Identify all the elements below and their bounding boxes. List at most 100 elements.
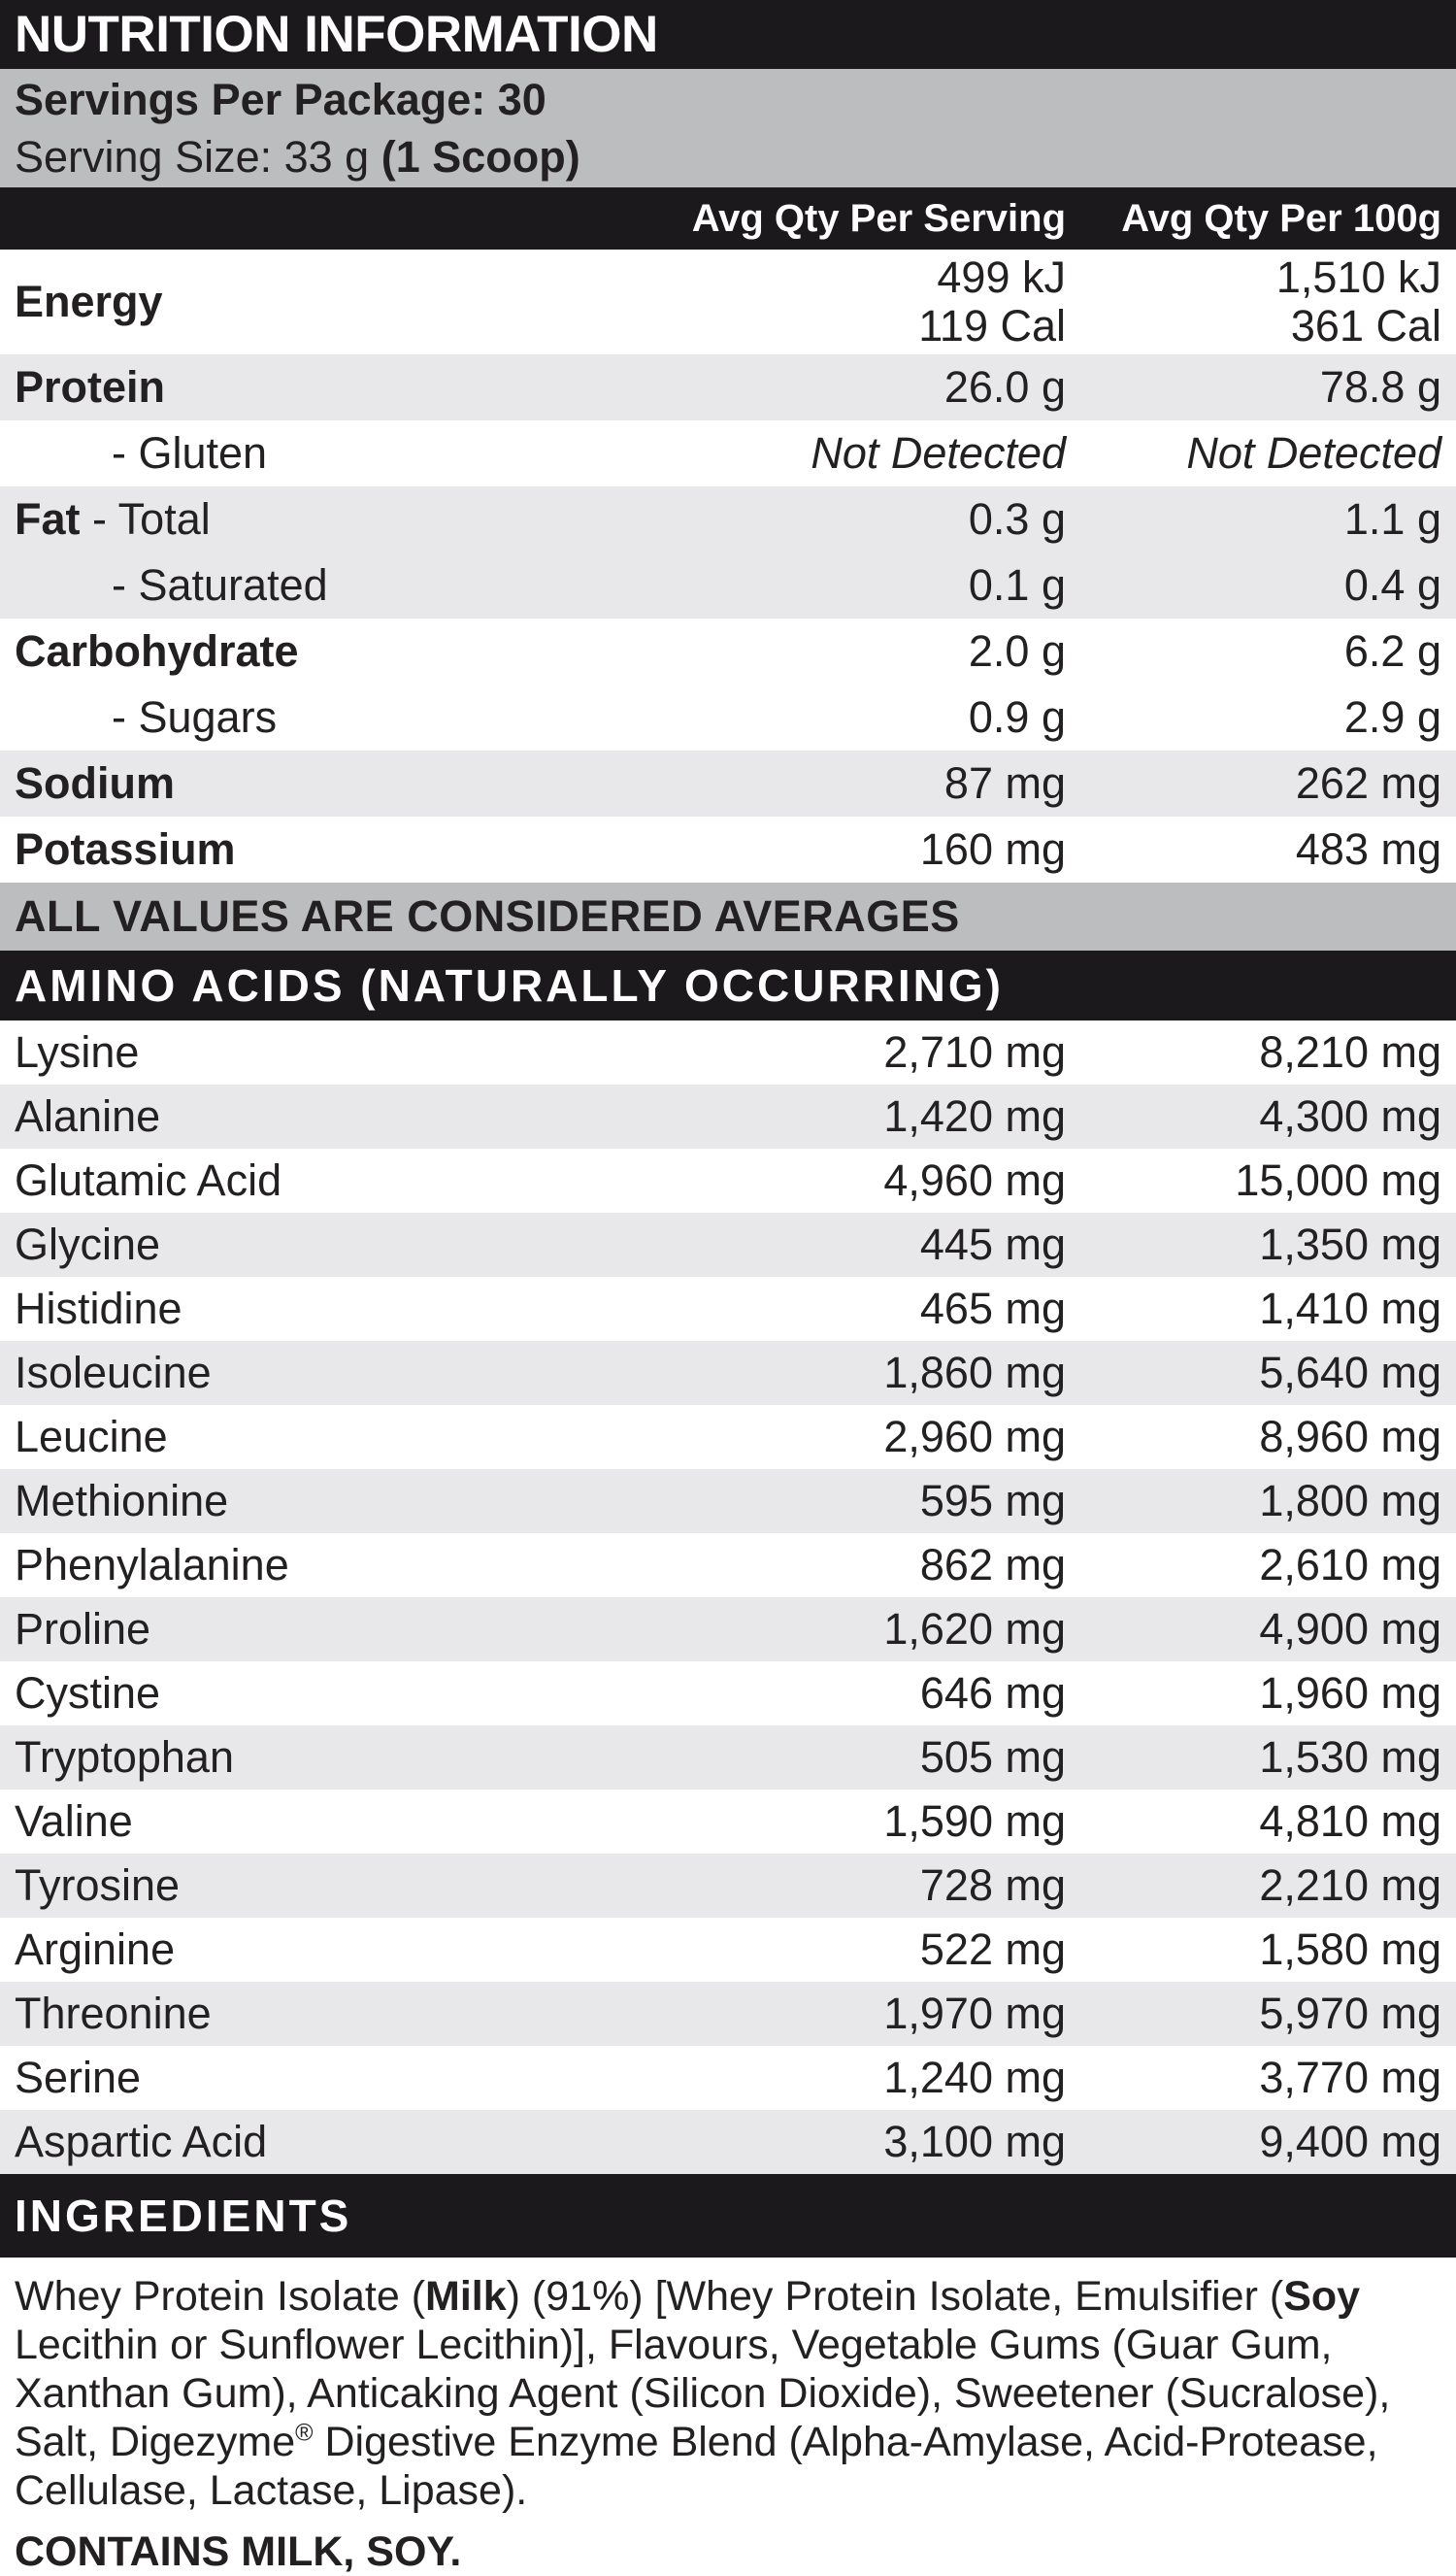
per-100g-value: 78.8 g	[1319, 361, 1441, 412]
nutrient-label: - Saturated	[112, 560, 328, 610]
per-100g-value: 5,970 mg	[1259, 1988, 1441, 2038]
nutrient-label: Potassium	[15, 824, 236, 874]
per-100g-value: 8,210 mg	[1259, 1026, 1441, 1077]
per-serving-value: 595 mg	[919, 1475, 1066, 1525]
amino-acid-row: Serine 1,240 mg 3,770 mg	[0, 2046, 1456, 2110]
per-100g-value: 5,640 mg	[1259, 1347, 1441, 1397]
amino-acid-name: Glycine	[15, 1220, 161, 1269]
per-serving-value: 522 mg	[919, 1924, 1066, 1974]
per-100g-value: 1,530 mg	[1259, 1731, 1441, 1782]
amino-acid-row: Cystine 646 mg 1,960 mg	[0, 1661, 1456, 1725]
per-serving-value: 3,100 mg	[883, 2116, 1066, 2166]
amino-acid-row: Lysine 2,710 mg 8,210 mg	[0, 1020, 1456, 1085]
serving-size: Serving Size: 33 g (1 Scoop)	[15, 128, 1441, 185]
nutrient-label: - Sugars	[112, 692, 278, 742]
nutrient-label: Sodium	[15, 758, 175, 808]
amino-acid-name: Threonine	[15, 1989, 212, 2038]
per-serving-value: Not Detected	[811, 427, 1066, 478]
amino-acid-row: Tyrosine 728 mg 2,210 mg	[0, 1854, 1456, 1918]
per-serving-value: 1,860 mg	[883, 1347, 1066, 1397]
amino-acid-name: Aspartic Acid	[15, 2117, 268, 2166]
averages-note-bar: ALL VALUES ARE CONSIDERED AVERAGES	[0, 883, 1456, 951]
amino-acid-row: Isoleucine 1,860 mg 5,640 mg	[0, 1341, 1456, 1405]
nutrition-row: Energy 499 kJ 119 Cal 1,510 kJ 361 Cal	[0, 250, 1456, 354]
nutrition-row: - Gluten Not Detected Not Detected	[0, 420, 1456, 486]
amino-acid-name: Arginine	[15, 1924, 176, 1974]
per-serving-value: 2,710 mg	[883, 1026, 1066, 1077]
per-100g-value: 1,510 kJ 361 Cal	[1275, 251, 1441, 351]
per-serving-value: 465 mg	[919, 1283, 1066, 1333]
per-serving-value: 2,960 mg	[883, 1411, 1066, 1461]
amino-acid-row: Glutamic Acid 4,960 mg 15,000 mg	[0, 1149, 1456, 1213]
per-serving-value: 0.1 g	[968, 559, 1066, 610]
nutrient-label: Carbohydrate	[15, 626, 299, 676]
amino-acid-name: Isoleucine	[15, 1348, 212, 1397]
panel-title-bar: NUTRITION INFORMATION	[0, 0, 1456, 69]
amino-acids-header-bar: AMINO ACIDS (NATURALLY OCCURRING)	[0, 951, 1456, 1020]
amino-acid-name: Tryptophan	[15, 1732, 234, 1782]
nutrition-row: Potassium 160 mg 483 mg	[0, 817, 1456, 883]
per-serving-value: 0.9 g	[968, 691, 1066, 742]
servings-info-bar: Servings Per Package: 30 Serving Size: 3…	[0, 69, 1456, 187]
nutrition-row: Protein 26.0 g 78.8 g	[0, 354, 1456, 420]
nutrition-row: Carbohydrate 2.0 g 6.2 g	[0, 619, 1456, 685]
serving-size-scoop: (1 Scoop)	[381, 132, 580, 182]
servings-per-package: Servings Per Package: 30	[15, 74, 546, 124]
per-serving-value: 445 mg	[919, 1219, 1066, 1269]
per-100g-value: 2.9 g	[1343, 691, 1441, 742]
per-100g-value: 1,960 mg	[1259, 1667, 1441, 1718]
nutrition-table: Energy 499 kJ 119 Cal 1,510 kJ 361 Cal Protei…	[0, 250, 1456, 883]
per-100g-value: 8,960 mg	[1259, 1411, 1441, 1461]
per-serving-value: 862 mg	[919, 1539, 1066, 1589]
per-100g-value: 262 mg	[1295, 757, 1441, 808]
amino-acid-name: Tyrosine	[15, 1860, 181, 1910]
amino-acid-name: Lysine	[15, 1027, 140, 1077]
per-100g-value: 483 mg	[1295, 823, 1441, 874]
panel-title: NUTRITION INFORMATION	[15, 6, 658, 63]
column-header-per-serving: Avg Qty Per Serving	[691, 196, 1066, 240]
amino-acids-table: Lysine 2,710 mg 8,210 mg Alanine 1,420 mg 4,3…	[0, 1020, 1456, 2174]
amino-acid-name: Leucine	[15, 1412, 168, 1461]
averages-note: ALL VALUES ARE CONSIDERED AVERAGES	[15, 891, 960, 941]
column-header-bar: Avg Qty Per Serving Avg Qty Per 100g	[0, 187, 1456, 250]
nutrient-label: - Gluten	[112, 428, 268, 478]
amino-acid-row: Methionine 595 mg 1,800 mg	[0, 1469, 1456, 1533]
nutrient-label: Protein	[15, 362, 166, 412]
ingredients-header: INGREDIENTS	[15, 2191, 352, 2241]
serving-size-text: Serving Size: 33 g	[15, 132, 381, 182]
amino-acid-row: Valine 1,590 mg 4,810 mg	[0, 1790, 1456, 1854]
amino-acid-row: Proline 1,620 mg 4,900 mg	[0, 1597, 1456, 1661]
per-serving-value: 728 mg	[919, 1859, 1066, 1910]
nutrition-row: Sodium 87 mg 262 mg	[0, 751, 1456, 817]
per-100g-value: 1,350 mg	[1259, 1219, 1441, 1269]
amino-acid-row: Aspartic Acid 3,100 mg 9,400 mg	[0, 2110, 1456, 2174]
per-serving-value: 1,620 mg	[883, 1603, 1066, 1654]
amino-acid-name: Serine	[15, 2053, 142, 2102]
per-100g-value: 2,610 mg	[1259, 1539, 1441, 1589]
per-serving-value: 1,420 mg	[883, 1090, 1066, 1141]
per-100g-value: 3,770 mg	[1259, 2052, 1441, 2102]
per-serving-value: 26.0 g	[943, 361, 1066, 412]
per-serving-value: 499 kJ 119 Cal	[918, 251, 1066, 351]
per-100g-value: 6.2 g	[1343, 625, 1441, 676]
amino-acid-name: Alanine	[15, 1091, 161, 1141]
per-serving-value: 0.3 g	[968, 493, 1066, 544]
nutrition-row: - Sugars 0.9 g 2.9 g	[0, 685, 1456, 751]
amino-acid-row: Leucine 2,960 mg 8,960 mg	[0, 1405, 1456, 1469]
per-100g-value: 1,410 mg	[1259, 1283, 1441, 1333]
amino-acid-name: Histidine	[15, 1284, 182, 1333]
allergen-statement: CONTAINS MILK, SOY.	[15, 2528, 462, 2576]
per-100g-value: 1,580 mg	[1259, 1924, 1441, 1974]
amino-acid-row: Arginine 522 mg 1,580 mg	[0, 1918, 1456, 1982]
per-serving-value: 160 mg	[919, 823, 1066, 874]
amino-acid-row: Histidine 465 mg 1,410 mg	[0, 1277, 1456, 1341]
per-100g-value: 4,810 mg	[1259, 1795, 1441, 1846]
nutrient-label: Energy	[15, 277, 163, 326]
ingredients-header-bar: INGREDIENTS	[0, 2174, 1456, 2258]
per-serving-value: 1,240 mg	[883, 2052, 1066, 2102]
per-100g-value: 1.1 g	[1343, 493, 1441, 544]
per-serving-value: 646 mg	[919, 1667, 1066, 1718]
per-serving-value: 2.0 g	[968, 625, 1066, 676]
per-serving-value: 4,960 mg	[883, 1154, 1066, 1205]
